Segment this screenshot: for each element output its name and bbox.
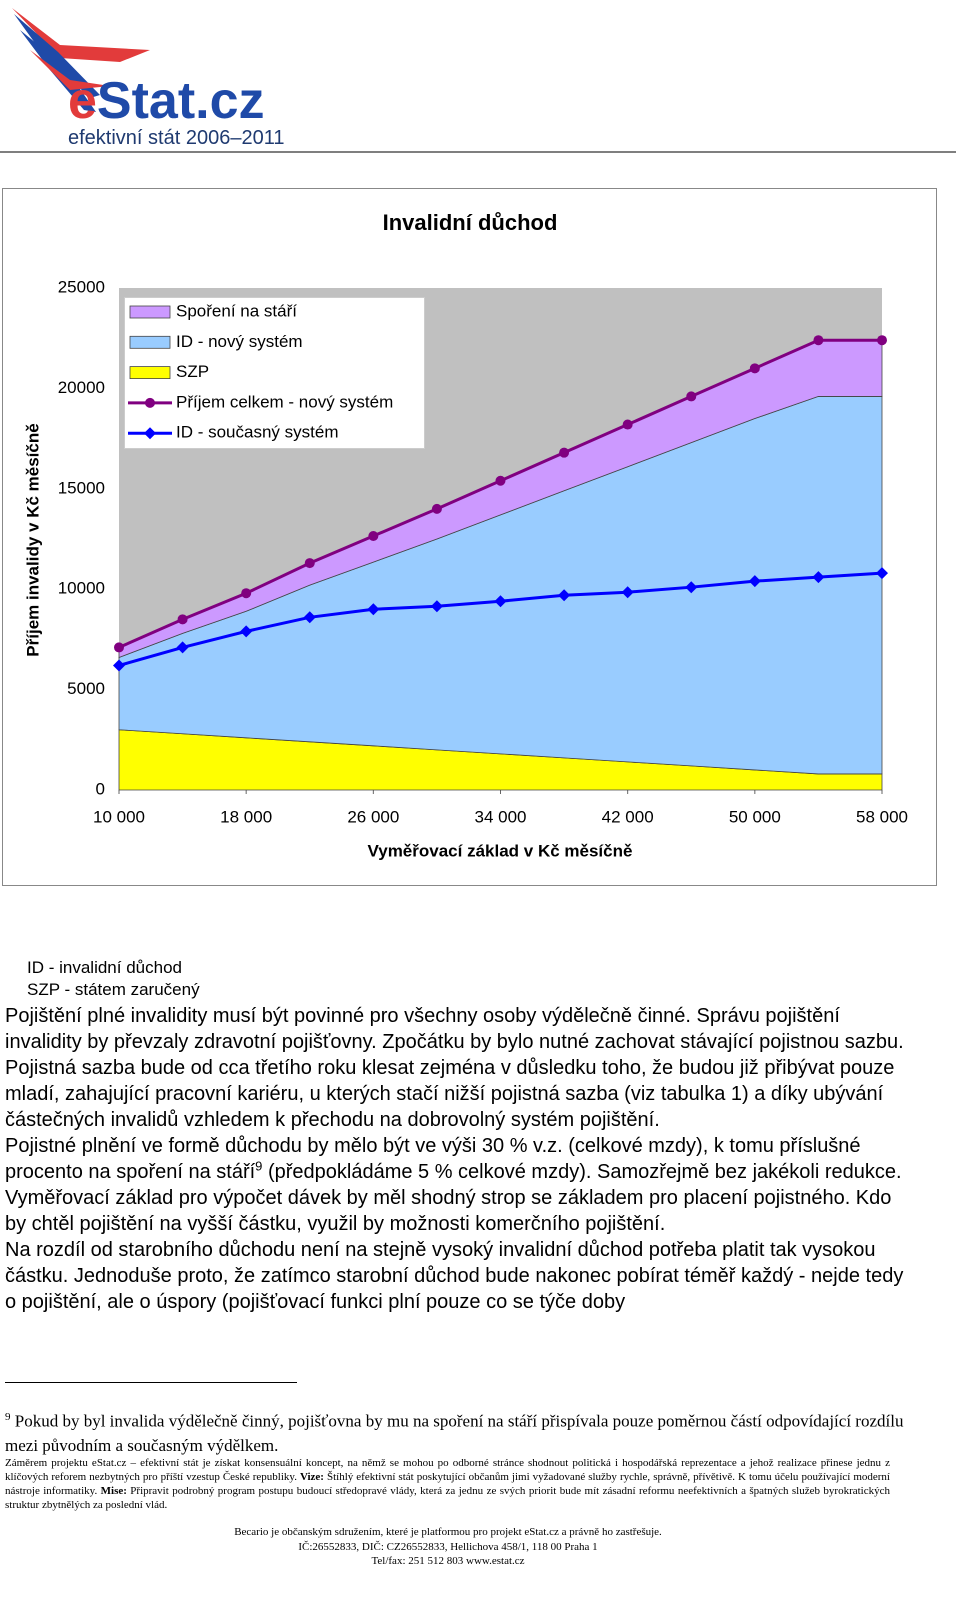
legend-swatch — [129, 335, 171, 349]
marker — [622, 419, 633, 430]
marker — [685, 581, 698, 594]
y-tick-label: 20000 — [58, 378, 105, 397]
x-tick-label: 50 000 — [729, 807, 781, 826]
text: Štíhlý efektivní stát poskytující občanů… — [5, 1471, 890, 1497]
legend-label: ID - současný systém — [176, 423, 339, 442]
logo-text: eStat.cz — [68, 72, 265, 130]
y-tick-label: 10000 — [58, 579, 105, 598]
line — [118, 338, 882, 649]
legend-box — [124, 297, 425, 449]
marker — [304, 558, 315, 569]
marker — [559, 447, 570, 458]
contact-line: Becario je občanským sdružením, které je… — [234, 1526, 662, 1538]
text: (předpokládáme 5 % celkové mzdy). Samozř… — [5, 1161, 902, 1235]
legend-label: SZP — [176, 362, 209, 381]
y-axis-title: Příjem invalidy v Kč měsíčně — [23, 423, 42, 656]
chart-note: ID - invalidní důchod — [27, 958, 182, 977]
marker — [368, 530, 379, 541]
marker — [495, 475, 506, 486]
footnote-rule — [5, 1382, 297, 1383]
paragraph: Pojištění plné invalidity musí být povin… — [5, 1005, 904, 1131]
label: Vize: — [299, 1471, 324, 1483]
label: Mise: — [100, 1485, 127, 1497]
marker — [494, 595, 507, 608]
contact-line: Tel/fax: 251 512 803 www.estat.cz — [371, 1555, 525, 1567]
legend-swatch — [129, 305, 171, 319]
text: Záměrem projektu eStat.cz – efektivní st… — [5, 1457, 890, 1483]
text: Připravit podrobný program postupu budou… — [5, 1485, 890, 1511]
marker — [812, 571, 825, 584]
marker — [367, 603, 380, 616]
footer-contact: Becario je občanským sdružením, které je… — [0, 1525, 896, 1569]
logo-tagline: efektivní stát 2006–2011 — [68, 127, 284, 149]
chart-title: Invalidní důchod — [383, 210, 558, 235]
footnote-text: Pokud by byl invalida výdělečně činný, p… — [5, 1411, 904, 1455]
area — [118, 339, 883, 659]
marker — [748, 575, 761, 588]
marker — [431, 503, 442, 514]
contact-line: IČ:26552833, DIČ: CZ26552833, Hellichova… — [298, 1540, 598, 1553]
marker — [877, 335, 887, 346]
line — [118, 571, 883, 667]
chart-frame — [2, 188, 937, 886]
footnote-number: 9 — [5, 1411, 11, 1423]
marker — [176, 641, 189, 654]
x-axis-title: Vyměřovací základ v Kč měsíčně — [368, 841, 633, 860]
marker — [558, 589, 571, 602]
y-tick-label: 5000 — [67, 679, 105, 698]
paragraph: Pojistné plnění ve formě důchodu by mělo… — [5, 1133, 910, 1237]
marker — [813, 335, 824, 346]
marker — [430, 600, 443, 613]
marker — [177, 614, 188, 625]
footnote: 9 Pokud by byl invalida výdělečně činný,… — [5, 1405, 915, 1458]
legend-swatch — [129, 366, 171, 380]
legend-label: Spoření na stáří — [176, 301, 297, 320]
y-tick-label: 15000 — [58, 478, 105, 497]
marker — [749, 363, 760, 374]
legend: Spoření na stáří ID - nový systém SZP Příje… — [124, 297, 425, 449]
y-tick-label: 0 — [96, 779, 105, 798]
area — [118, 729, 883, 791]
x-tick-label: 34 000 — [475, 807, 527, 826]
text: Pojistné plnění ve formě důchodu by mělo… — [5, 1135, 861, 1183]
body-text: Pojištění plné invalidity musí být povin… — [5, 1003, 910, 1315]
marker — [114, 642, 124, 653]
header: eStat.cz efektivní stát 2006–2011 — [0, 8, 956, 153]
legend-marker — [145, 397, 155, 408]
marker — [876, 567, 888, 580]
x-tick-label: 58 000 — [856, 807, 908, 826]
footnote-ref: 9 — [255, 1158, 263, 1174]
marker — [303, 611, 316, 624]
area — [118, 396, 883, 775]
logo-emblem — [12, 8, 150, 112]
paragraph: Na rozdíl od starobního důchodu není na … — [5, 1239, 904, 1313]
legend-label: Příjem celkem - nový systém — [176, 392, 393, 411]
y-tick-label: 25000 — [58, 277, 105, 296]
logo-first: e — [68, 72, 97, 130]
x-tick-label: 26 000 — [347, 807, 399, 826]
x-tick-label: 42 000 — [602, 807, 654, 826]
chart-note: SZP - státem zaručený — [27, 980, 200, 999]
legend-marker — [144, 427, 156, 440]
footer-mission: Záměrem projektu eStat.cz – efektivní st… — [5, 1456, 890, 1512]
marker — [621, 586, 634, 599]
x-tick-label: 10 000 — [93, 807, 145, 826]
marker — [113, 659, 125, 672]
marker — [240, 625, 253, 638]
x-tick-label: 18 000 — [220, 807, 272, 826]
plot-area — [119, 288, 882, 790]
marker — [686, 391, 697, 402]
chart-notes: ID - invalidní důchod SZP - státem zaruč… — [27, 957, 200, 1001]
logo-rest: Stat.cz — [97, 72, 265, 130]
legend-label: ID - nový systém — [176, 332, 303, 351]
marker — [241, 588, 252, 599]
